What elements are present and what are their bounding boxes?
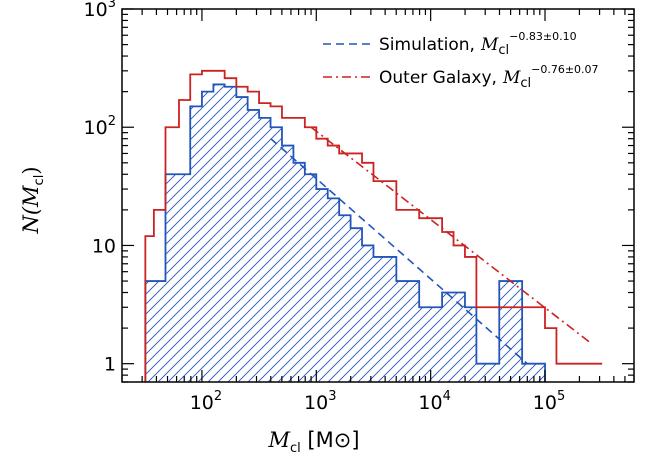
legend-label-simulation: Simulation, Mcl−0.83±0.10 xyxy=(379,30,577,58)
legend: Simulation, Mcl−0.83±0.10 Outer Galaxy, Mc… xyxy=(323,30,599,91)
y-tick-label-10: 10 xyxy=(92,235,116,257)
hist-fill-simulation xyxy=(145,84,546,382)
y-tick-label-1: 1 xyxy=(104,354,116,376)
y-tick-label-1e2: 102 xyxy=(84,114,116,139)
y-tick-label-1e3: 103 xyxy=(84,0,116,21)
hist-outline-outer-galaxy xyxy=(144,69,603,382)
plot-frame xyxy=(121,8,635,383)
legend-label-outer-galaxy: Outer Galaxy, Mcl−0.76±0.07 xyxy=(379,63,599,91)
x-tick-label-4: 104 xyxy=(418,389,450,414)
histogram-layer xyxy=(144,69,603,382)
hist-outline-simulation xyxy=(144,83,546,382)
x-tick-label-5: 105 xyxy=(533,389,565,414)
fit-line-layer xyxy=(270,126,592,365)
y-axis-title: N(Mcl) xyxy=(19,166,47,234)
x-tick-label-2: 102 xyxy=(190,389,222,414)
axes-frame xyxy=(121,8,635,383)
x-tick-label-3: 103 xyxy=(304,389,336,414)
fit-line-outer-galaxy xyxy=(310,126,592,344)
tick-labels: 102 103 104 105 1 10 102 103 xyxy=(84,0,566,414)
tick-marks xyxy=(121,8,635,383)
fit-line-simulation xyxy=(270,138,528,365)
x-axis-title: Mcl [M⊙] xyxy=(267,428,359,456)
